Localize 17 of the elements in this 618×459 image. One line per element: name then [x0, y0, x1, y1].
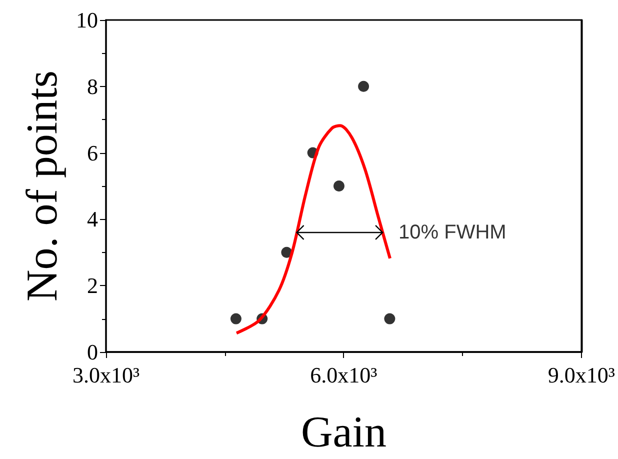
line-series	[235, 124, 392, 335]
y-tick-label: 0	[87, 340, 98, 364]
x-axis-title: Gain	[300, 408, 386, 456]
y-tick-label: 2	[87, 273, 98, 298]
point	[384, 313, 396, 324]
y-tick-label: 10	[76, 8, 98, 32]
x-tick-label: 3.0x10³	[72, 362, 140, 388]
y-tick-label: 8	[87, 74, 98, 99]
annotation: 10% FWHM	[398, 221, 506, 244]
point	[358, 80, 370, 92]
point	[333, 180, 344, 192]
x-tick-label: 6.0x10³	[310, 362, 378, 388]
y-tick-label: 4	[87, 206, 98, 232]
x-tick-label: 9.0x10³	[548, 362, 616, 388]
y-axis-title: No. of points	[18, 70, 66, 302]
point	[230, 313, 242, 324]
y-tick-label: 6	[87, 140, 98, 166]
